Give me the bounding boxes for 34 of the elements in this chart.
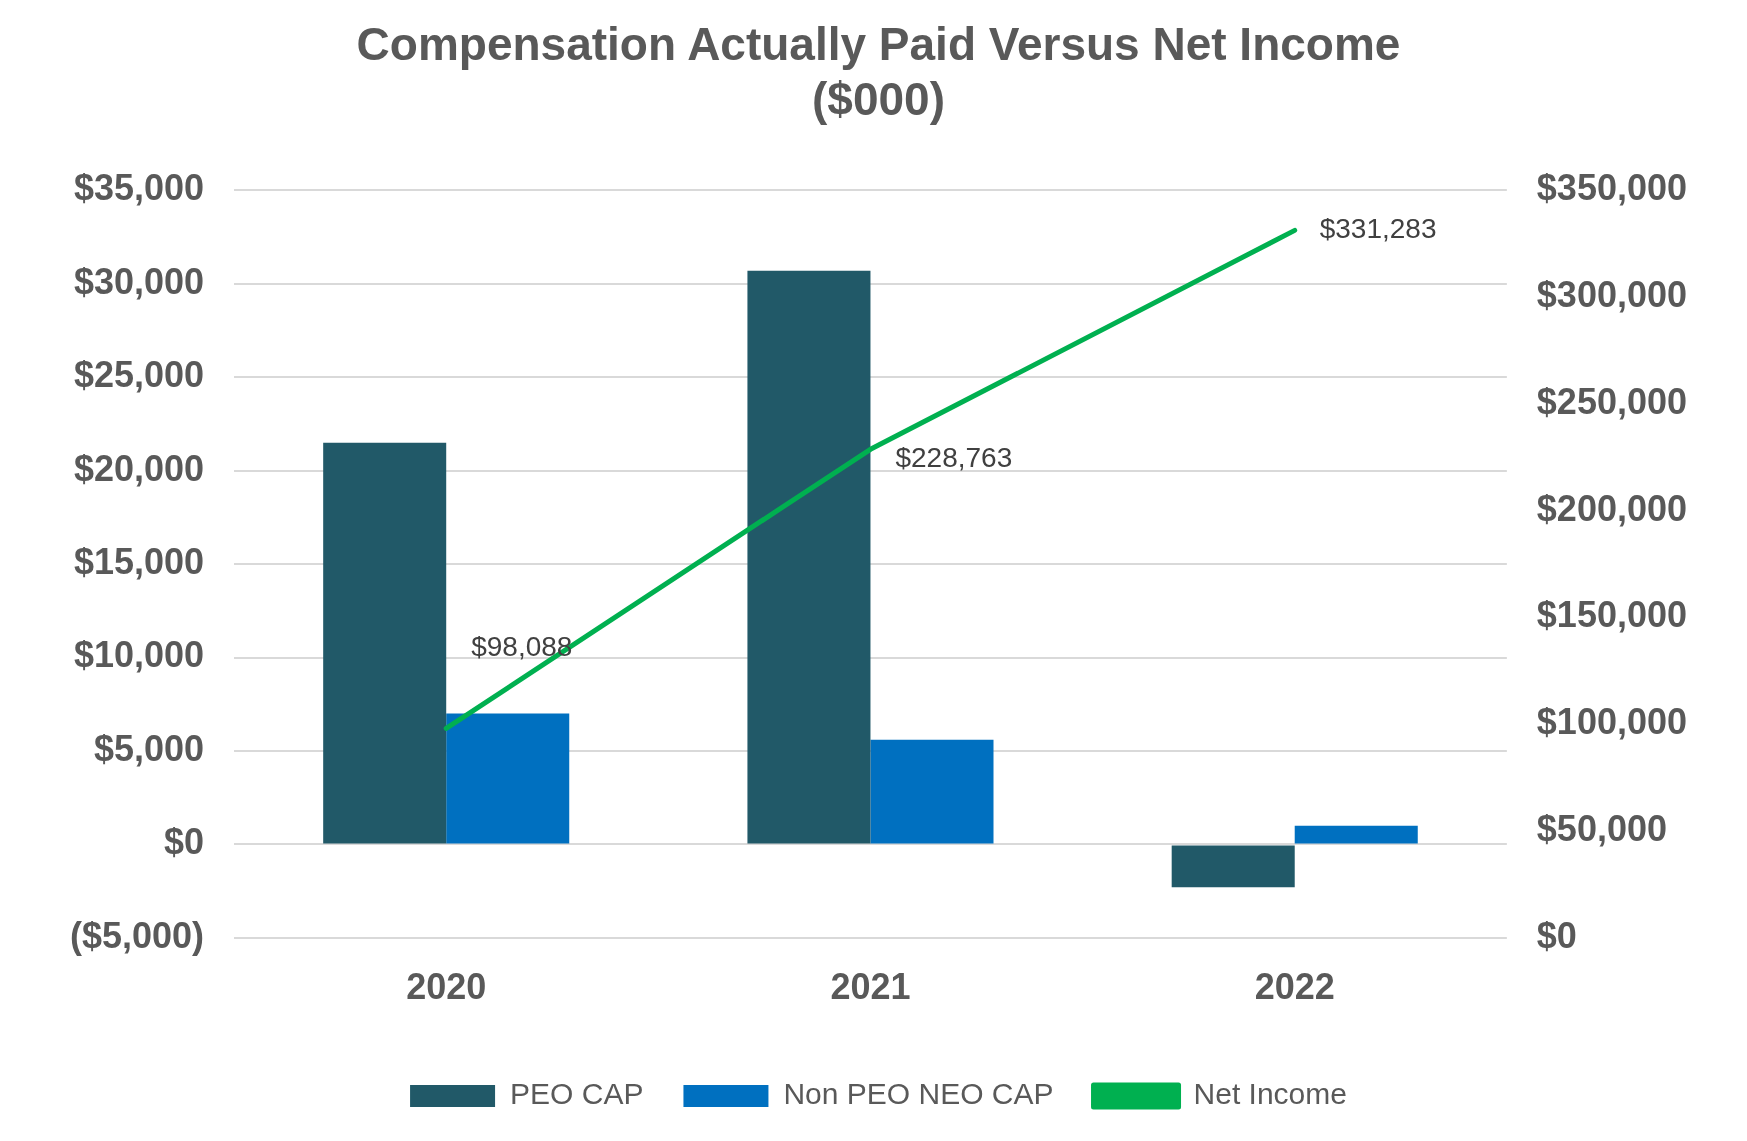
bar [1294, 825, 1418, 844]
y2-tick-label: $50,000 [1536, 807, 1667, 849]
legend-label: Net Income [1193, 1077, 1347, 1111]
data-label: $331,283 [1319, 213, 1437, 245]
y2-tick-label: $150,000 [1536, 594, 1687, 636]
bar [1171, 845, 1295, 888]
x-tick-label: 2020 [406, 966, 487, 1008]
legend-label: Non PEO NEO CAP [783, 1077, 1054, 1111]
y-tick-label: ($5,000) [69, 914, 205, 956]
y2-tick-label: $350,000 [1536, 167, 1687, 209]
y-tick-label: $30,000 [73, 260, 205, 302]
data-label: $228,763 [895, 442, 1013, 474]
text: ($000) [812, 73, 945, 126]
bar [870, 739, 994, 844]
y2-tick-label: $100,000 [1536, 701, 1687, 743]
y-tick-label: $20,000 [73, 447, 205, 489]
x-tick-label: 2021 [830, 966, 911, 1008]
y-tick-label: $15,000 [73, 541, 205, 583]
y2-tick-label: $300,000 [1536, 274, 1687, 316]
text: Compensation Actually Paid Versus Net Income [356, 18, 1401, 71]
data-label: $98,088 [471, 631, 573, 663]
y-tick-label: $25,000 [73, 354, 205, 396]
y2-tick-label: $200,000 [1536, 487, 1687, 529]
bar [323, 442, 447, 844]
bar [747, 270, 871, 844]
y-tick-label: $35,000 [73, 167, 205, 209]
y2-tick-label: $250,000 [1536, 380, 1687, 422]
y2-tick-label: $0 [1536, 914, 1577, 956]
legend-label: PEO CAP [510, 1077, 644, 1111]
y-tick-label: $0 [164, 821, 205, 863]
y-tick-label: $10,000 [73, 634, 205, 676]
x-tick-label: 2022 [1254, 966, 1335, 1008]
bar [446, 713, 570, 844]
y-tick-label: $5,000 [93, 727, 205, 769]
